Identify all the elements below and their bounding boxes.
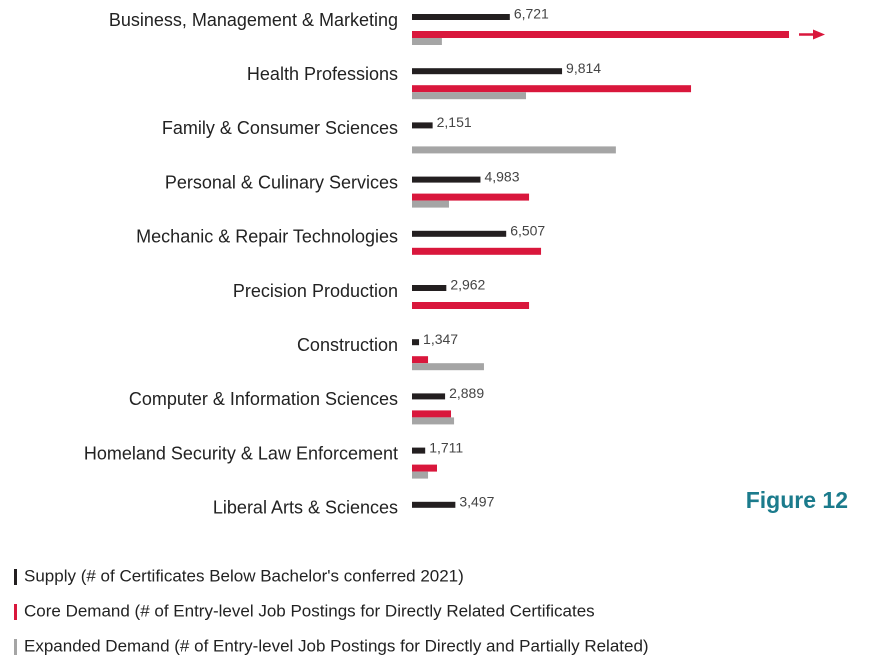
- value-label: 1,711: [429, 439, 463, 455]
- bar: [412, 501, 456, 508]
- bar: [412, 31, 789, 38]
- legend-label: Supply (# of Certificates Below Bachelor…: [24, 566, 464, 585]
- bar: [412, 14, 510, 20]
- bar: [412, 356, 429, 364]
- overflow-arrowhead: [813, 29, 825, 40]
- bar: [412, 200, 449, 208]
- bar: [412, 471, 429, 479]
- bar: [412, 410, 452, 418]
- value-label: 2,962: [450, 277, 485, 293]
- category-label: Liberal Arts & Sciences: [213, 498, 398, 518]
- value-label: 6,507: [510, 223, 545, 239]
- value-label: 6,721: [514, 6, 549, 22]
- value-label: 9,814: [566, 60, 601, 76]
- bar: [412, 146, 616, 154]
- category-label: Construction: [297, 335, 398, 355]
- legend-swatch: [14, 604, 17, 620]
- bar: [412, 417, 455, 425]
- bar: [412, 247, 542, 255]
- bar: [412, 38, 442, 45]
- category-label: Computer & Information Sciences: [129, 389, 398, 409]
- category-label: Precision Production: [233, 281, 398, 301]
- bar: [412, 176, 481, 183]
- bar: [412, 447, 426, 454]
- bar: [412, 193, 530, 201]
- chart-title: Figure 12: [746, 487, 848, 513]
- category-label: Family & Consumer Sciences: [162, 118, 398, 138]
- bar: [412, 92, 527, 100]
- bar: [412, 393, 446, 400]
- category-label: Mechanic & Repair Technologies: [136, 227, 398, 247]
- bar: [412, 68, 563, 75]
- legend-swatch: [14, 569, 17, 585]
- category-label: Personal & Culinary Services: [165, 172, 398, 192]
- value-label: 1,347: [423, 331, 458, 347]
- category-label: Homeland Security & Law Enforcement: [84, 443, 398, 463]
- value-label: 4,983: [484, 168, 519, 184]
- category-label: Health Professions: [247, 64, 398, 84]
- bar: [412, 464, 437, 472]
- legend-label: Core Demand (# of Entry-level Job Postin…: [24, 601, 595, 620]
- value-label: 2,151: [437, 114, 472, 130]
- legend-swatch: [14, 639, 17, 655]
- legend-label: Expanded Demand (# of Entry-level Job Po…: [24, 636, 649, 655]
- bar: [412, 85, 692, 93]
- bar: [412, 230, 507, 237]
- value-label: 3,497: [459, 494, 494, 510]
- bar: [412, 302, 530, 309]
- value-label: 2,889: [449, 385, 484, 401]
- bar: [412, 122, 433, 129]
- bar: [412, 285, 447, 291]
- category-label: Business, Management & Marketing: [109, 10, 398, 30]
- bar: [412, 363, 484, 371]
- bar: [412, 339, 420, 346]
